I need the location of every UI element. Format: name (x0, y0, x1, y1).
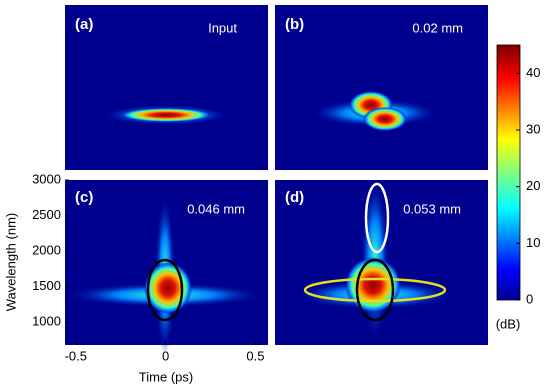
x-tick-label: 0.5 (246, 348, 264, 363)
panel-d: (d) 0.053 mm (275, 180, 488, 345)
y-tick-label: 2500 (32, 207, 61, 222)
colorbar-unit: (dB) (496, 316, 521, 331)
y-tick-label: 2000 (32, 243, 61, 258)
panel-a: (a) Input (65, 5, 268, 170)
panel-c: (c) 0.046 mm (65, 180, 268, 355)
panel-label: (d) (285, 189, 304, 206)
y-tick-label: 3000 (32, 171, 61, 186)
panel-annotation: 0.046 mm (187, 201, 245, 216)
colorbar-tick-label: 20 (526, 178, 540, 193)
x-axis-label: Time (ps) (139, 369, 193, 384)
y-tick-label: 1500 (32, 278, 61, 293)
colorbar (496, 44, 521, 301)
x-tick-label: -0.5 (65, 348, 87, 363)
colorbar-tick-label: 10 (526, 235, 540, 250)
panel-label: (c) (75, 189, 93, 206)
panel-b: (b) 0.02 mm (275, 5, 488, 170)
colorbar-tick-label: 30 (526, 121, 540, 136)
x-tick-label: 0 (162, 348, 169, 363)
panel-annotation: 0.053 mm (403, 201, 461, 216)
y-tick-label: 1000 (32, 314, 61, 329)
colorbar-tick-label: 40 (526, 65, 540, 80)
panel-annotation: 0.02 mm (412, 20, 463, 35)
colorbar-tick-label: 0 (526, 291, 533, 306)
panel-label: (b) (285, 16, 304, 33)
panel-annotation: Input (208, 20, 237, 35)
y-axis-label: Wavelength (nm) (3, 213, 18, 312)
panel-label: (a) (75, 16, 93, 33)
